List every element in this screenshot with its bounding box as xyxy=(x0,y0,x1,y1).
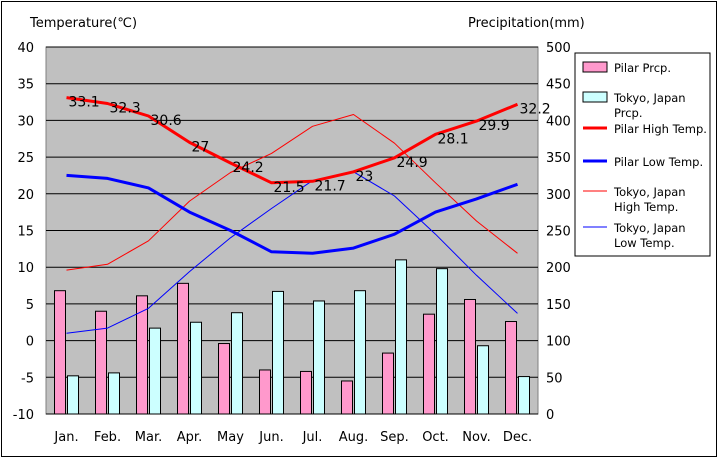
bar xyxy=(300,370,312,415)
y-right-tick-label: 0 xyxy=(546,408,554,423)
legend-swatch xyxy=(582,61,608,73)
bar xyxy=(505,321,517,415)
y-left-tick-label: 20 xyxy=(17,188,34,203)
y-left-tick-label: 35 xyxy=(17,78,34,93)
bar xyxy=(313,300,325,415)
x-tick-label: May xyxy=(217,430,244,445)
x-tick-label: Jan. xyxy=(53,430,78,445)
y-left-tick-label: -5 xyxy=(21,371,34,386)
y-left-tick-label: 30 xyxy=(17,114,34,129)
y-left-tick-label: 40 xyxy=(17,41,34,56)
y-right-tick-label: 250 xyxy=(546,225,571,240)
data-label: 24.9 xyxy=(397,155,428,171)
bar xyxy=(54,290,66,415)
y-right-tick-label: 50 xyxy=(546,371,563,386)
x-tick-label: Nov. xyxy=(462,430,491,445)
lines-layer xyxy=(66,96,519,334)
bar xyxy=(67,375,79,415)
x-tick-label: Aug. xyxy=(339,430,369,445)
y-right-axis-title: Precipitation(mm) xyxy=(468,16,585,31)
bar xyxy=(108,372,120,415)
bar xyxy=(95,310,107,415)
y-left-tick-label: 0 xyxy=(26,335,34,350)
bar xyxy=(218,343,230,415)
data-label: 33.1 xyxy=(69,95,100,111)
y-right-tick-label: 450 xyxy=(546,78,571,93)
y-left-tick-label: 15 xyxy=(17,225,34,240)
y-right-tick-label: 300 xyxy=(546,188,571,203)
legend-label: Tokyo, Japan xyxy=(613,185,686,199)
bars-layer xyxy=(54,259,530,415)
series-line xyxy=(66,114,518,271)
bar xyxy=(259,369,271,415)
y-left-tick-label: -10 xyxy=(13,408,34,423)
x-tick-label: Mar. xyxy=(135,430,162,445)
bar xyxy=(395,259,407,415)
legend-label: High Temp. xyxy=(614,200,678,214)
bar xyxy=(190,321,202,415)
x-tick-label: Sep. xyxy=(380,430,409,445)
grid-layer xyxy=(46,46,538,415)
x-tick-label: Apr. xyxy=(177,430,202,445)
x-tick-label: Feb. xyxy=(94,430,121,445)
data-label: 21.5 xyxy=(274,180,305,196)
y-right-tick-label: 100 xyxy=(546,335,571,350)
bar xyxy=(149,327,161,415)
y-right-tick-label: 350 xyxy=(546,151,571,166)
legend-label: Pilar Low Temp. xyxy=(614,155,703,169)
y-left-tick-label: 10 xyxy=(17,261,34,276)
y-right-tick-label: 150 xyxy=(546,298,571,313)
bar xyxy=(272,290,284,415)
bar xyxy=(477,345,489,415)
bar xyxy=(423,313,435,415)
y-left-tick-label: 5 xyxy=(26,298,34,313)
x-tick-label: Jun. xyxy=(258,430,283,445)
y-left-tick-label: 25 xyxy=(17,151,34,166)
data-label: 32.2 xyxy=(520,101,551,117)
legend-label: Pilar High Temp. xyxy=(614,122,707,136)
data-label: 27 xyxy=(192,139,210,155)
legend-box xyxy=(574,52,711,257)
legend-label: Tokyo, Japan xyxy=(613,221,686,235)
y-right-tick-label: 400 xyxy=(546,114,571,129)
data-label: 32.3 xyxy=(110,101,141,117)
y-right-tick-label: 500 xyxy=(546,41,571,56)
series-line xyxy=(66,171,518,334)
bar xyxy=(464,298,476,415)
x-tick-label: Jul. xyxy=(302,430,323,445)
data-labels-layer: 33.1 32.3 30.6 27 24.2 21.5 21.7 23 24.9 28.1 29.9… xyxy=(69,95,551,196)
bar xyxy=(518,376,530,415)
data-label: 30.6 xyxy=(151,113,182,129)
bar xyxy=(136,295,148,415)
bar xyxy=(231,312,243,415)
legend-swatch xyxy=(582,91,608,103)
data-label: 29.9 xyxy=(479,118,510,134)
legend-label: Prcp. xyxy=(614,106,643,120)
series-line xyxy=(66,173,519,255)
data-label: 23 xyxy=(356,169,374,185)
x-tick-label: Dec. xyxy=(503,430,532,445)
legend-label: Pilar Prcp. xyxy=(614,61,671,75)
bar xyxy=(436,268,448,415)
data-label: 28.1 xyxy=(438,131,469,147)
bar xyxy=(382,352,394,415)
y-left-axis-title: Temperature(℃) xyxy=(29,16,137,31)
bar xyxy=(341,380,353,415)
x-tick-label: Oct. xyxy=(422,430,449,445)
legend-label: Tokyo, Japan xyxy=(613,91,686,105)
y-right-tick-label: 200 xyxy=(546,261,571,276)
bar xyxy=(354,290,366,415)
data-label: 24.2 xyxy=(233,160,264,176)
legend-label: Low Temp. xyxy=(614,236,675,250)
data-label: 21.7 xyxy=(315,178,346,194)
series-line xyxy=(66,96,519,185)
bar xyxy=(177,282,189,415)
axes-layer: -10-505101520253035400501001502002503003… xyxy=(13,41,571,445)
